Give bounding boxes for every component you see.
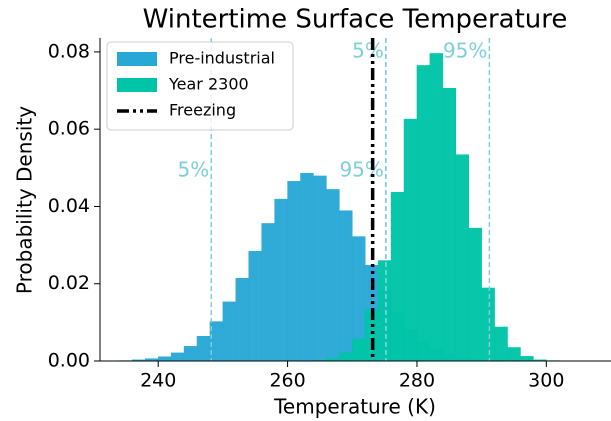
x-axis-label: Temperature (K) <box>273 395 436 419</box>
legend-label: Freezing <box>169 101 236 120</box>
bar <box>481 287 495 362</box>
bar <box>196 336 211 362</box>
legend-swatch <box>117 78 157 92</box>
y-tick-label: 0.02 <box>48 272 90 294</box>
bar <box>442 87 457 362</box>
bar <box>339 352 353 362</box>
bar <box>507 347 521 362</box>
y-tick-label: 0.06 <box>48 118 90 140</box>
bar <box>313 175 327 362</box>
legend-swatch <box>117 52 157 66</box>
x-tick-label: 240 <box>140 370 176 392</box>
legend-label: Pre-industrial <box>169 49 275 68</box>
bar <box>326 189 340 362</box>
bar <box>429 53 444 362</box>
x-tick-label: 260 <box>269 370 305 392</box>
bar <box>183 346 198 362</box>
bar <box>157 356 172 362</box>
bar <box>261 223 275 362</box>
y-tick-label: 0.04 <box>48 195 90 217</box>
bar <box>339 210 353 362</box>
bar <box>352 338 366 362</box>
y-axis-label: Probability Density <box>13 106 37 294</box>
percentile-label: 5% <box>178 158 210 182</box>
x-tick-label: 300 <box>528 370 564 392</box>
percentile-label: 5% <box>352 39 384 63</box>
bar <box>300 172 314 362</box>
bar <box>390 191 405 362</box>
bar <box>235 278 250 362</box>
bar <box>222 301 237 362</box>
bar <box>455 154 469 362</box>
bar <box>403 118 418 362</box>
x-tick-label: 280 <box>399 370 435 392</box>
y-tick-label: 0.00 <box>48 350 90 372</box>
legend-label: Year 2300 <box>168 75 249 94</box>
bar <box>494 326 508 362</box>
bar <box>287 181 301 362</box>
bar <box>274 198 288 362</box>
percentile-label: 95% <box>443 39 487 63</box>
bar <box>248 251 262 362</box>
bar <box>377 260 392 362</box>
bar <box>416 65 431 362</box>
percentile-label: 95% <box>339 158 383 182</box>
bar <box>520 356 534 362</box>
chart-title: Wintertime Surface Temperature <box>143 5 568 35</box>
bar <box>468 227 482 362</box>
bar <box>170 352 185 362</box>
y-tick-label: 0.08 <box>48 40 90 62</box>
